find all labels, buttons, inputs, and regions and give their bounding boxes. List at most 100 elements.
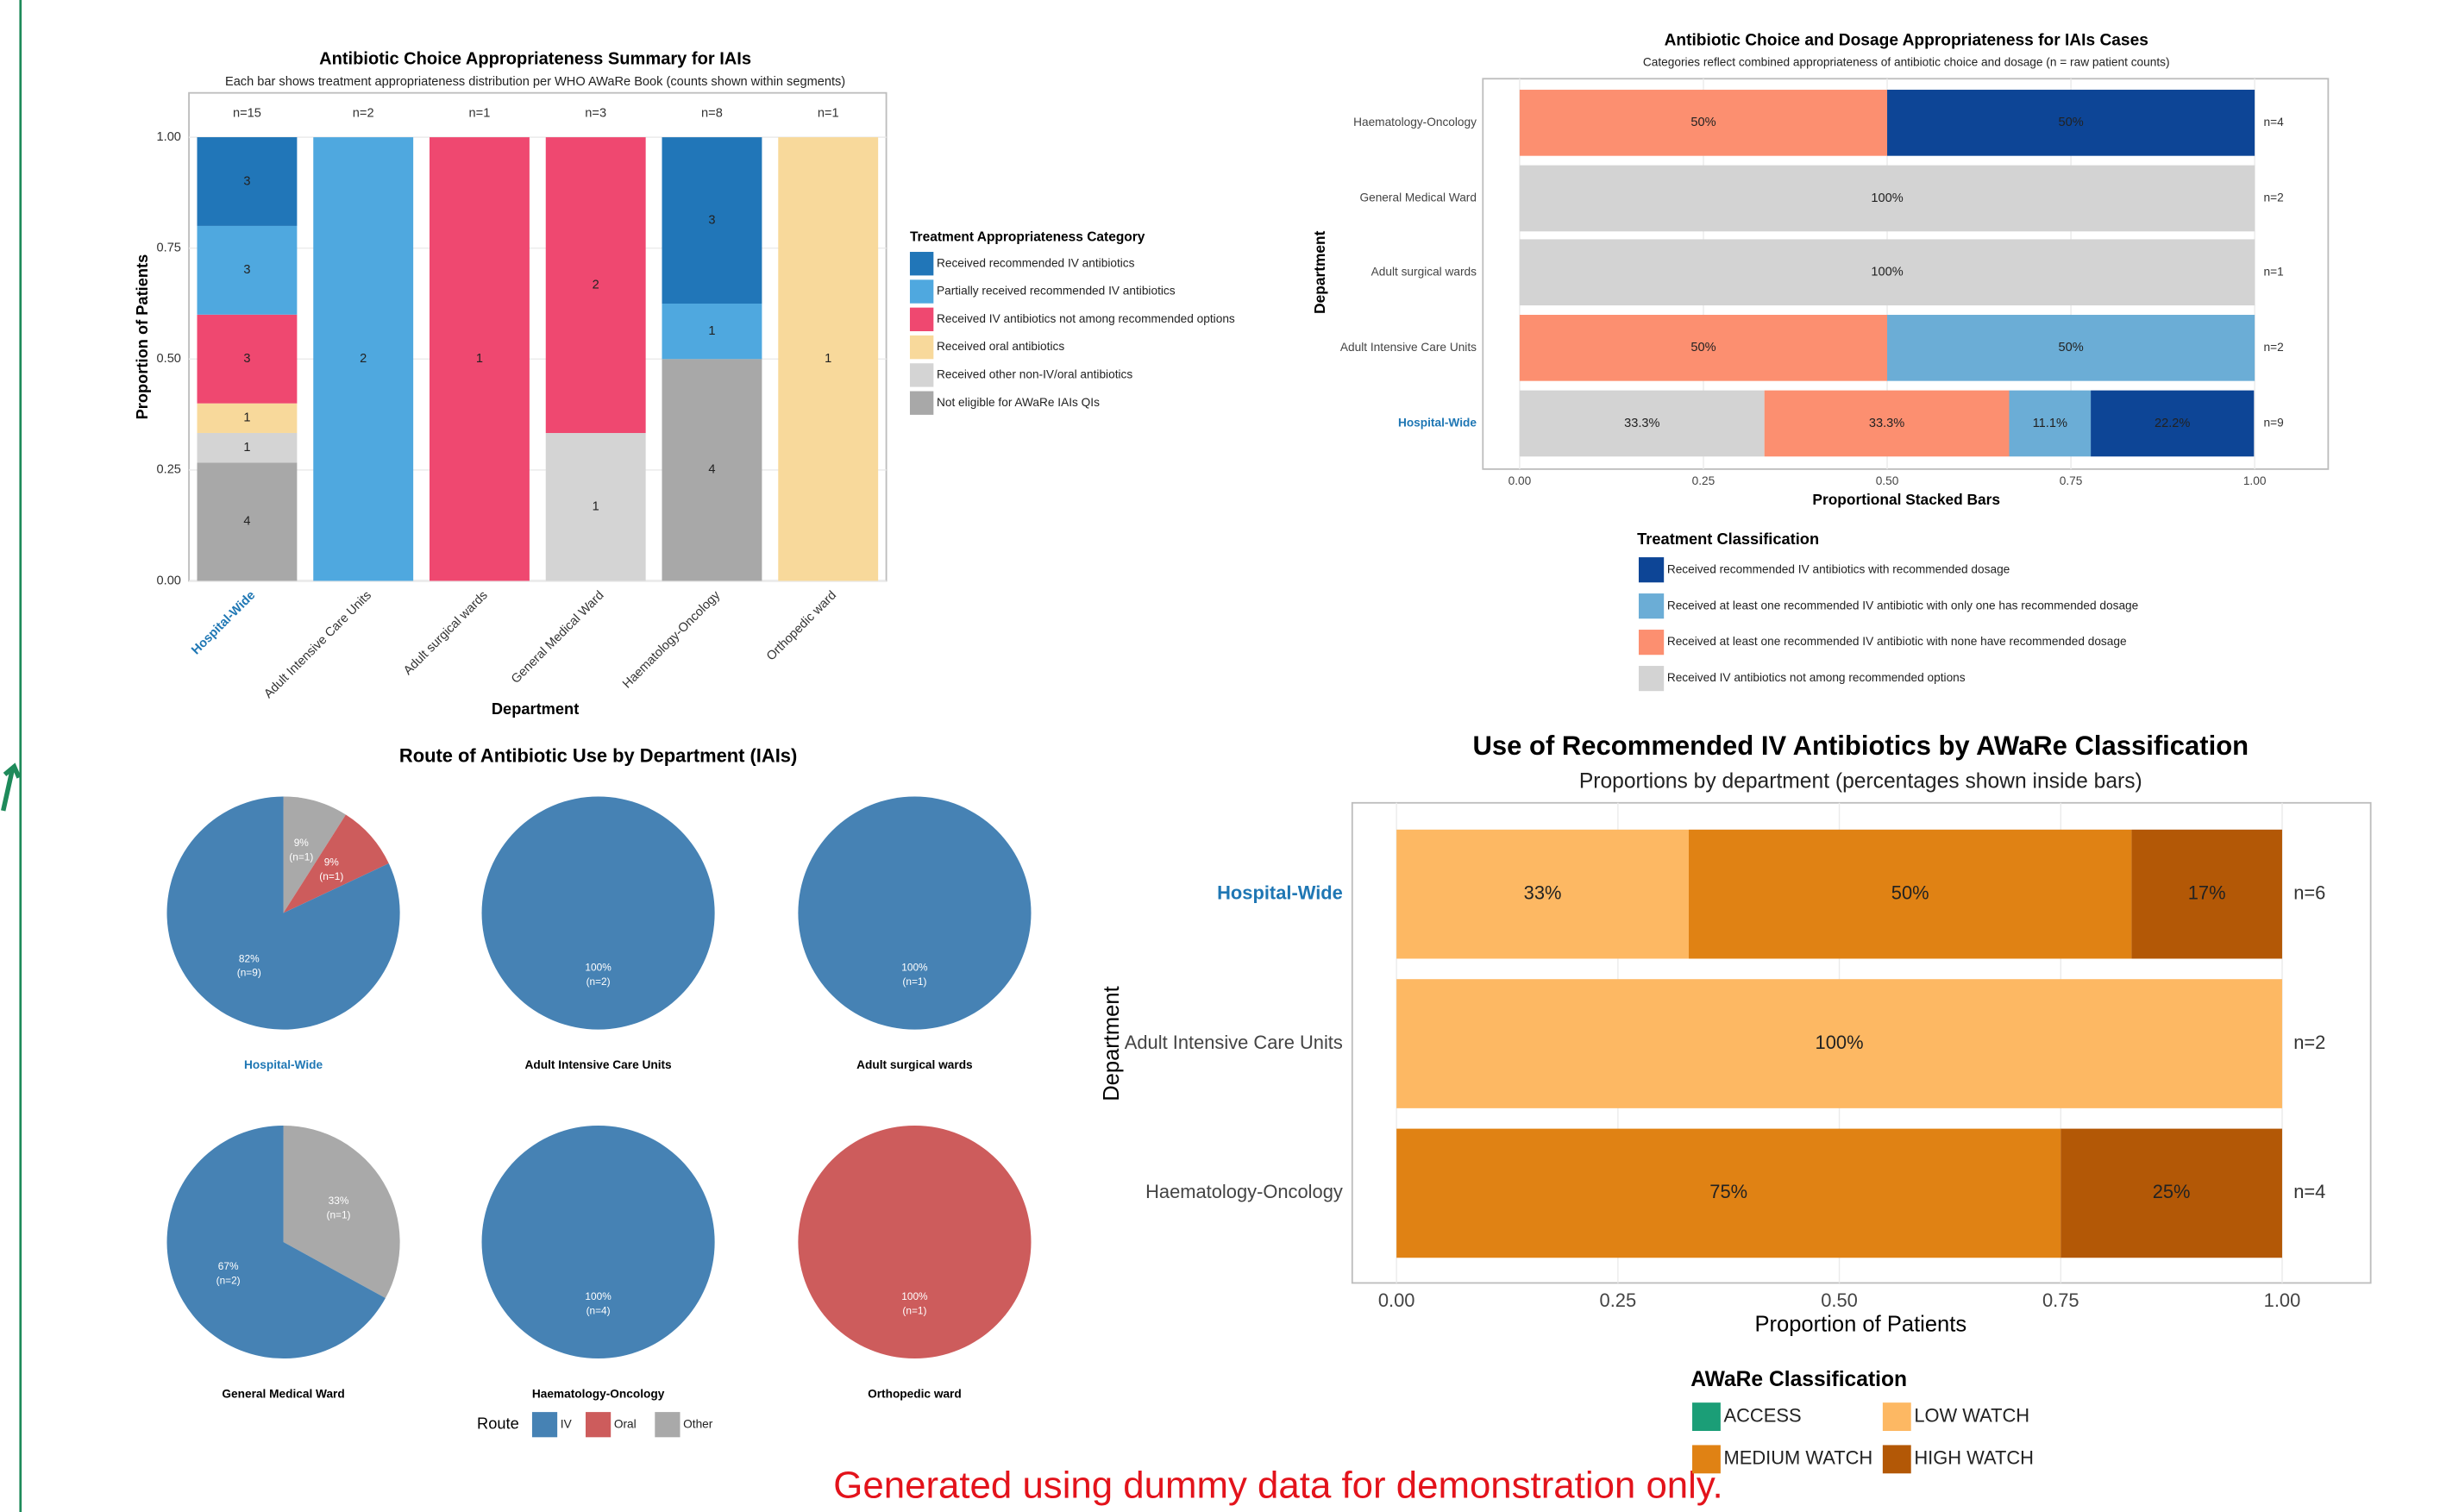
pie-slice: [283, 1125, 400, 1299]
pie-slice: [481, 1125, 715, 1359]
bar-segment: [2009, 390, 2092, 457]
legend-swatch: [531, 1412, 558, 1438]
legend-label: Received oral antibiotics: [937, 340, 1064, 353]
segment-label: 50%: [2058, 341, 2083, 354]
pie-label: Adult surgical wards: [856, 1058, 973, 1071]
x-tick-label: 0.50: [1876, 474, 1899, 487]
segment-label: 3: [708, 213, 715, 227]
y-axis-label: Department: [1311, 230, 1328, 314]
legend-label: Received IV antibiotics not among recomm…: [1667, 671, 1966, 684]
x-axis-label: Proportional Stacked Bars: [1812, 491, 2000, 508]
chart-title: Use of Recommended IV Antibiotics by AWa…: [1472, 731, 2249, 761]
slice-label: 100%: [901, 962, 928, 974]
legend-label: Not eligible for AWaRe IAIs QIs: [937, 396, 1100, 409]
bar-segment: [1519, 315, 1888, 381]
legend-label: LOW WATCH: [1914, 1404, 2029, 1426]
y-tick-label: General Medical Ward: [1359, 191, 1477, 204]
legend-label: Received other non-IV/oral antibiotics: [937, 368, 1132, 381]
bar-segment: [1887, 315, 2255, 381]
y-axis-label: Proportion of Patients: [133, 254, 151, 420]
chart-title: Antibiotic Choice Appropriateness Summar…: [319, 50, 751, 69]
slice-count: (n=2): [586, 976, 611, 988]
slice-count: (n=2): [216, 1274, 241, 1286]
segment-label: 50%: [2058, 116, 2083, 129]
bar-segment: [1396, 1128, 2061, 1258]
bar-segment: [662, 303, 762, 360]
n-label: n=2: [2264, 341, 2284, 354]
bar-segment: [197, 314, 298, 404]
slice-count: (n=4): [586, 1304, 611, 1316]
bar-segment: [2091, 390, 2255, 457]
slice-count: (n=1): [319, 870, 343, 882]
side-arrow: [1, 762, 22, 812]
legend-swatch: [1692, 1445, 1721, 1474]
segment-label: 3: [243, 352, 250, 366]
legend-swatch: [1638, 666, 1665, 692]
slice-count: (n=1): [326, 1209, 350, 1221]
x-tick-label: 0.00: [1378, 1289, 1415, 1311]
bar-segment: [313, 137, 414, 581]
n-label: n=2: [2264, 191, 2284, 204]
bar-segment: [1519, 90, 1888, 156]
y-tick-label: Hospital-Wide: [1217, 881, 1343, 903]
pie-label: Haematology-Oncology: [532, 1388, 665, 1401]
n-label: n=15: [233, 106, 261, 120]
bar-segment: [1396, 979, 2282, 1108]
n-label: n=9: [2264, 417, 2284, 430]
x-tick-label: 0.00: [1509, 474, 1532, 487]
x-tick-label: 0.25: [1600, 1289, 1637, 1311]
bar-segment: [1519, 390, 1765, 457]
legend-label: IV: [561, 1417, 573, 1430]
legend-swatch: [1692, 1402, 1721, 1432]
bar-segment: [2131, 829, 2282, 959]
bar-segment: [2061, 1128, 2282, 1258]
slice-label: 100%: [585, 962, 612, 974]
bar-segment: [1519, 165, 2255, 232]
pie-label: General Medical Ward: [222, 1388, 344, 1401]
legend-label: Other: [683, 1417, 713, 1430]
x-tick-label: 1.00: [2264, 1289, 2301, 1311]
y-tick-label: Adult surgical wards: [1371, 265, 1477, 278]
legend-swatch: [909, 279, 934, 304]
slice-count: (n=1): [902, 976, 926, 988]
bar-segment: [662, 137, 762, 304]
chart-subtitle: Proportions by department (percentages s…: [1579, 770, 2142, 794]
legend-label: Received recommended IV antibiotics: [937, 256, 1135, 269]
legend-label: HIGH WATCH: [1914, 1447, 2034, 1469]
legend-swatch: [1638, 557, 1665, 583]
y-tick-label: 0.50: [157, 352, 181, 366]
legend-swatch: [1882, 1445, 1911, 1474]
bar-segment: [430, 137, 530, 581]
slice-label: 33%: [329, 1195, 349, 1207]
legend-label: Received at least one recommended IV ant…: [1667, 599, 2138, 612]
segment-label: 1: [593, 500, 599, 514]
segment-label: 17%: [2188, 881, 2226, 903]
chart-subtitle: Categories reflect combined appropriaten…: [1643, 56, 2170, 69]
segment-label: 4: [708, 463, 715, 477]
segment-label: 22.2%: [2155, 417, 2190, 430]
bar-segment: [197, 432, 298, 463]
chart-title: Route of Antibiotic Use by Department (I…: [399, 745, 797, 767]
chart-title: Antibiotic Choice and Dosage Appropriate…: [1665, 32, 2148, 50]
bar-segment: [545, 137, 646, 434]
y-tick-label: Hospital-Wide: [1398, 417, 1477, 430]
bar-segment: [197, 462, 298, 581]
pie-slice: [166, 796, 400, 1030]
slice-label: 9%: [324, 856, 340, 868]
bar-segment: [197, 225, 298, 315]
segment-label: 100%: [1871, 266, 1903, 279]
slice-label: 67%: [218, 1260, 239, 1272]
pie-slice: [481, 796, 715, 1030]
n-label: n=3: [585, 106, 606, 120]
segment-label: 50%: [1891, 881, 1929, 903]
slice-label: 9%: [294, 837, 310, 849]
segment-label: 1: [243, 411, 250, 425]
bar-segment: [1519, 239, 2255, 306]
x-axis-label: Proportion of Patients: [1754, 1312, 1966, 1336]
legend-label: Received recommended IV antibiotics with…: [1667, 562, 2010, 575]
n-label: n=2: [353, 106, 374, 120]
plot-panel: [188, 91, 888, 582]
pie-slice: [798, 1125, 1032, 1359]
n-label: n=1: [2264, 265, 2284, 278]
